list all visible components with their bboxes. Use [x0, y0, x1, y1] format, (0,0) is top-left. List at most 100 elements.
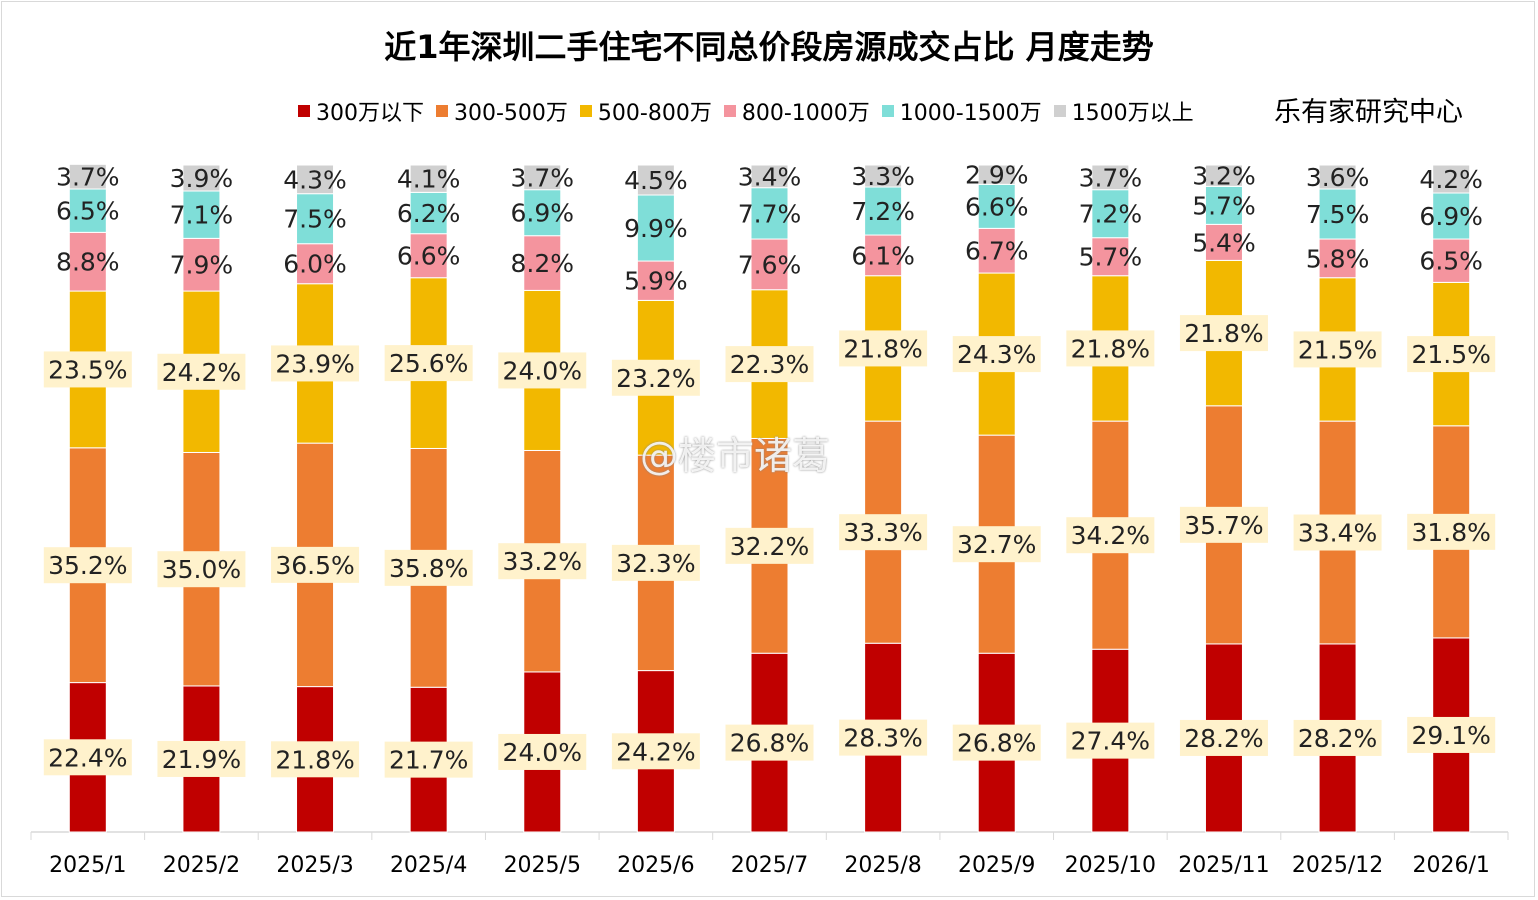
data-label: 6.9%	[511, 199, 575, 228]
data-label-box	[1179, 506, 1268, 543]
data-label-box	[1407, 336, 1496, 373]
bar-segment	[977, 164, 1016, 185]
data-label: 34.2%	[1071, 521, 1150, 550]
data-label: 4.5%	[624, 166, 688, 195]
data-label: 25.6%	[389, 349, 468, 378]
data-label: 6.9%	[1419, 202, 1483, 231]
data-label: 6.7%	[965, 237, 1029, 266]
data-label: 28.2%	[1184, 724, 1263, 753]
data-label-box	[157, 551, 246, 588]
x-tick-label: 2025/11	[1178, 853, 1269, 878]
data-label: 9.9%	[624, 214, 688, 243]
data-label: 33.4%	[1298, 519, 1377, 548]
data-label: 24.0%	[503, 738, 582, 767]
data-label: 6.6%	[397, 242, 461, 271]
bar-segment	[750, 238, 789, 291]
x-tick-label: 2025/1	[49, 853, 126, 878]
data-label: 24.2%	[162, 358, 241, 387]
data-label: 5.8%	[1306, 244, 1370, 273]
legend-label: 300万以下	[316, 101, 424, 126]
source-label: 乐有家研究中心	[1274, 97, 1463, 128]
data-label: 36.5%	[275, 551, 354, 580]
bar-segment	[1091, 164, 1130, 191]
legend-label: 1000-1500万	[899, 101, 1042, 126]
data-label: 7.2%	[851, 197, 915, 226]
data-label: 5.9%	[624, 267, 688, 296]
data-label-box	[1293, 331, 1382, 368]
data-label: 7.2%	[1079, 200, 1143, 229]
data-label: 3.7%	[56, 163, 120, 192]
data-label: 7.9%	[170, 251, 234, 280]
data-label: 7.7%	[738, 199, 802, 228]
data-label: 31.8%	[1411, 518, 1490, 547]
legend-label: 1500万以上	[1071, 101, 1194, 126]
x-tick-label: 2025/6	[617, 853, 694, 878]
data-label: 3.9%	[170, 164, 234, 193]
data-label: 24.3%	[957, 340, 1036, 369]
x-tick-label: 2025/2	[163, 853, 240, 878]
data-label-box	[952, 336, 1041, 373]
data-label-box	[384, 549, 473, 586]
data-label: 3.3%	[851, 162, 915, 191]
legend-swatch	[436, 105, 448, 117]
data-label: 21.5%	[1298, 335, 1377, 364]
data-label-box	[839, 719, 928, 756]
data-label-box	[839, 330, 928, 367]
x-tick-label: 2025/8	[844, 853, 921, 878]
legend-item: 1500万以上	[1053, 95, 1194, 127]
data-label-box	[157, 740, 246, 777]
bar-segment	[1318, 238, 1357, 279]
bar-segment	[636, 164, 675, 196]
x-tick-label: 2025/7	[731, 853, 808, 878]
bar-segment	[409, 233, 448, 279]
data-label: 24.0%	[503, 356, 582, 385]
data-label: 6.5%	[1419, 247, 1483, 276]
bar-segment	[977, 227, 1016, 274]
bar-segment	[750, 187, 789, 240]
legend-swatch	[881, 105, 894, 117]
data-label-box	[952, 724, 1041, 761]
data-label-box	[271, 546, 360, 583]
data-label: 6.1%	[851, 241, 915, 270]
chart-title: 近1年深圳二手住宅不同总价段房源成交占比 月度走势	[384, 28, 1154, 66]
data-label: 3.7%	[511, 163, 575, 192]
data-label: 23.9%	[275, 349, 354, 378]
data-label: 7.5%	[1306, 200, 1370, 229]
bar-segment	[1204, 223, 1243, 261]
x-tick-label: 2025/9	[958, 853, 1035, 878]
bar-segment	[68, 163, 107, 190]
legend-label: 800-1000万	[741, 101, 870, 126]
data-label: 3.7%	[1079, 163, 1143, 192]
data-label-box	[725, 346, 814, 383]
data-label: 3.4%	[738, 162, 802, 191]
data-label-box	[157, 353, 246, 390]
data-label-box	[1293, 514, 1382, 551]
legend-item: 300-500万	[436, 95, 568, 127]
bar-segment	[1204, 164, 1243, 187]
data-label: 6.6%	[965, 192, 1029, 221]
data-label-box	[43, 351, 132, 388]
x-tick-label: 2025/4	[390, 853, 467, 878]
data-label: 7.1%	[170, 201, 234, 230]
data-label: 7.6%	[738, 250, 802, 279]
data-label: 21.7%	[389, 746, 468, 775]
bar-segment	[523, 164, 562, 191]
data-label: 21.8%	[1184, 319, 1263, 348]
data-label: 2.9%	[965, 161, 1029, 190]
data-label-box	[1407, 716, 1496, 753]
data-label: 4.2%	[1419, 165, 1483, 194]
data-label: 28.3%	[843, 724, 922, 753]
legend-label: 300-500万	[454, 101, 568, 126]
data-label: 21.9%	[162, 745, 241, 774]
bar-segment	[1318, 188, 1357, 240]
data-label: 35.8%	[389, 554, 468, 583]
data-label: 5.7%	[1192, 191, 1256, 220]
bar-segment	[864, 164, 903, 188]
data-label: 33.3%	[843, 518, 922, 547]
data-label: 5.4%	[1192, 228, 1256, 257]
data-label: 35.7%	[1184, 511, 1263, 540]
bar-segment	[636, 260, 675, 301]
data-label: 24.2%	[616, 737, 695, 766]
data-label: 26.8%	[957, 729, 1036, 758]
